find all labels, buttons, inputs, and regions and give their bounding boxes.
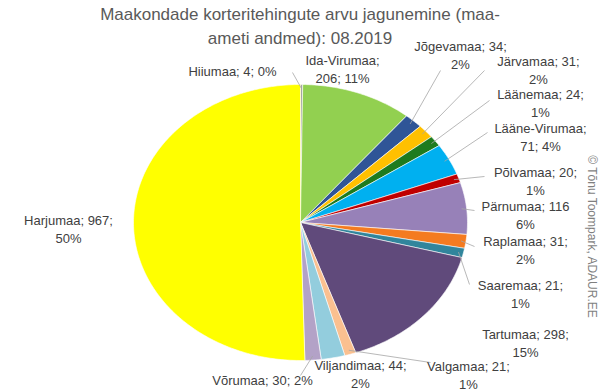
svg-text:Võrumaa; 30; 2%: Võrumaa; 30; 2% bbox=[212, 373, 313, 388]
svg-text:Viljandimaa; 44;2%: Viljandimaa; 44;2% bbox=[314, 358, 406, 391]
svg-text:Saaremaa; 21;1%: Saaremaa; 21;1% bbox=[478, 278, 563, 311]
html-text:Maakondade korteritehingute ar: Maakondade korteritehingute arvu jagunem… bbox=[100, 5, 500, 48]
svg-text:Põlvamaa; 20;1%: Põlvamaa; 20;1% bbox=[494, 165, 577, 198]
svg-text:Jõgevamaa; 34;2%: Jõgevamaa; 34;2% bbox=[414, 39, 507, 72]
svg-text:Tartumaa; 298;15%: Tartumaa; 298;15% bbox=[482, 327, 569, 360]
svg-text:© Tõnu Toompark, ADAUR.EE: © Tõnu Toompark, ADAUR.EE bbox=[585, 155, 599, 317]
svg-text:Raplamaa; 31;2%: Raplamaa; 31;2% bbox=[483, 234, 568, 267]
svg-text:Harjumaa; 967;50%: Harjumaa; 967;50% bbox=[24, 213, 113, 246]
svg-text:Lääne-Virumaa;71; 4%: Lääne-Virumaa;71; 4% bbox=[494, 121, 586, 154]
svg-text:Valgamaa; 21;1%: Valgamaa; 21;1% bbox=[427, 359, 510, 392]
svg-text:Järvamaa; 31;2%: Järvamaa; 31;2% bbox=[497, 54, 579, 87]
svg-text:Pärnumaa; 1166%: Pärnumaa; 1166% bbox=[482, 199, 570, 232]
svg-text:Läänemaa; 24;1%: Läänemaa; 24;1% bbox=[497, 87, 584, 120]
svg-text:Hiiumaa; 4; 0%: Hiiumaa; 4; 0% bbox=[188, 64, 277, 79]
svg-text:Ida-Virumaa;206; 11%: Ida-Virumaa;206; 11% bbox=[305, 53, 379, 86]
